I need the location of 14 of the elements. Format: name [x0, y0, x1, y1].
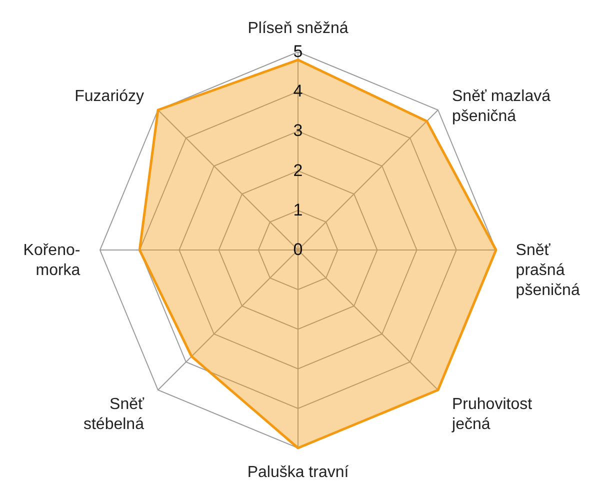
- spoke-label: Kořeno- morka: [23, 242, 80, 279]
- spoke-label: Sněť stébelná: [83, 396, 145, 434]
- spoke-label: Plíseň sněžná: [248, 20, 348, 38]
- spoke-label: Sněť mazlavá pšeničná: [452, 88, 551, 125]
- spoke-label: Fuzariózy: [74, 88, 144, 105]
- y-tick-label: 4: [293, 82, 303, 101]
- y-tick-label: 2: [293, 160, 303, 180]
- y-tick-label: 5: [293, 42, 303, 61]
- spoke-label: Paluška travní: [247, 464, 350, 481]
- y-tick-label: 1: [293, 200, 303, 220]
- spoke-label: Sněť prašná pšeničná: [516, 242, 580, 299]
- y-tick-label: 0: [293, 240, 303, 259]
- y-tick-label: 3: [293, 121, 303, 140]
- spoke-label: Pruhovitost ječná: [451, 396, 533, 434]
